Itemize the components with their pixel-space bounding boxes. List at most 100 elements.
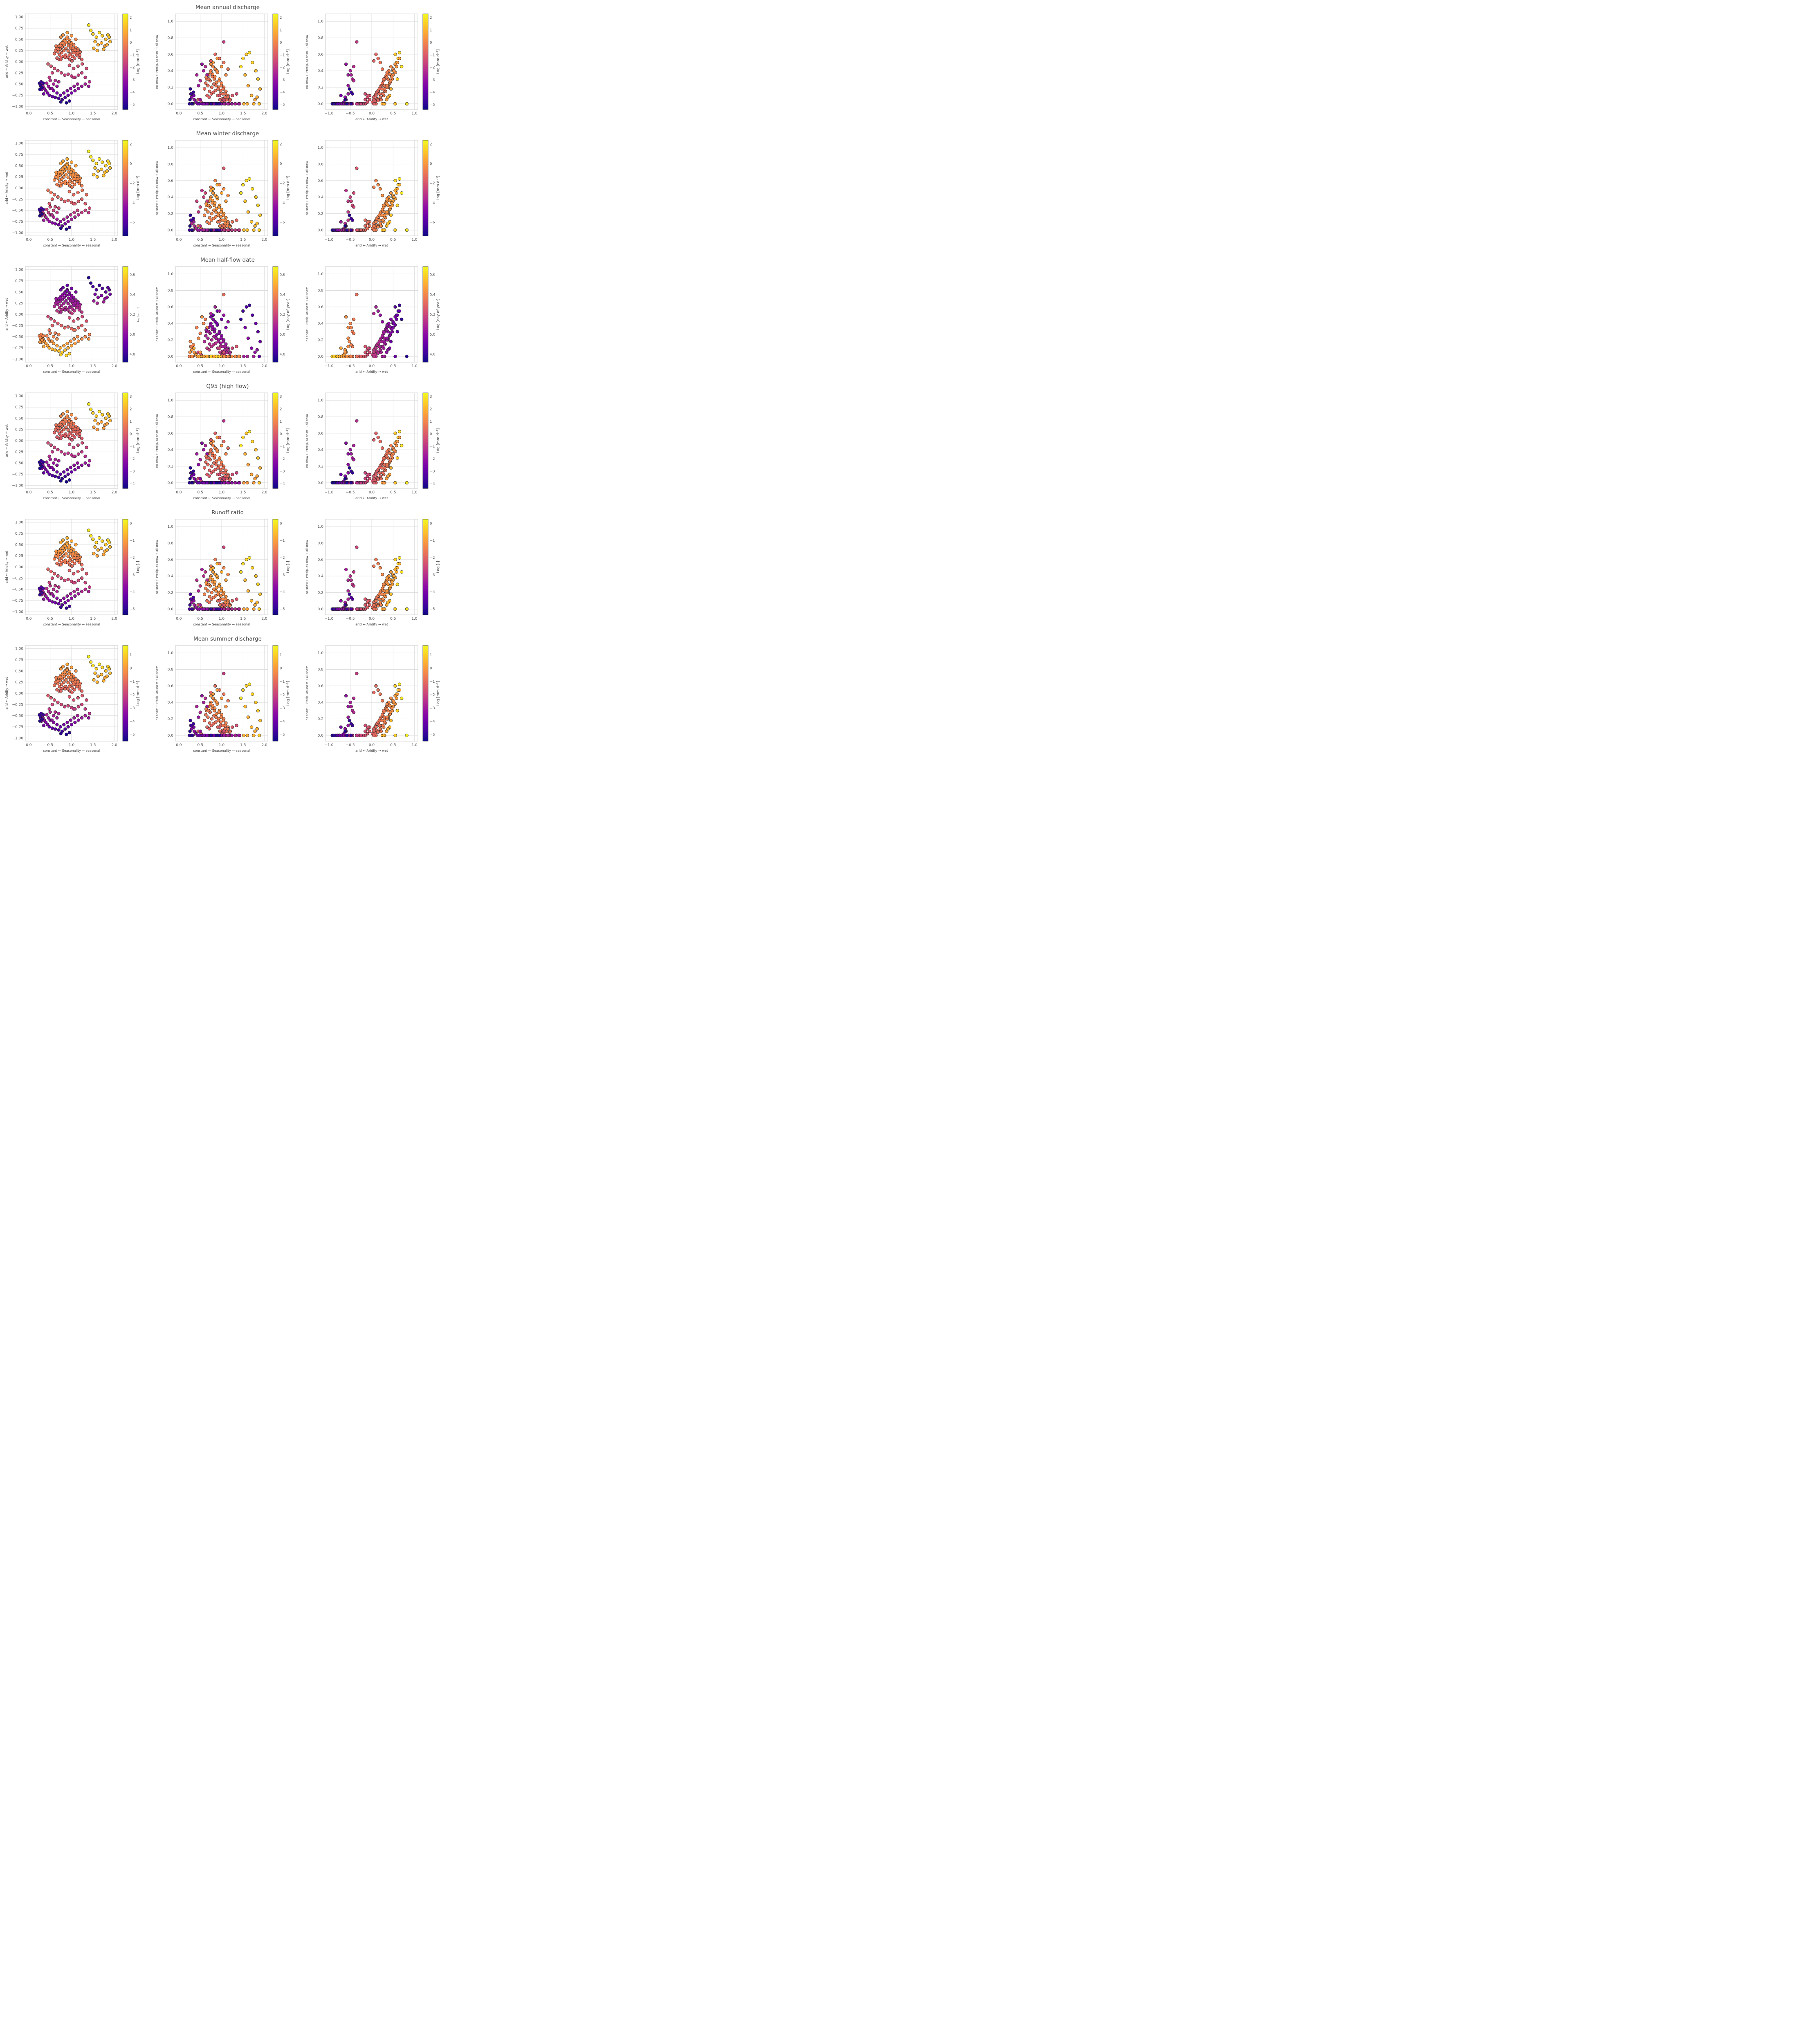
data-point xyxy=(202,213,206,217)
data-point xyxy=(91,538,95,541)
data-point xyxy=(83,707,87,711)
data-point xyxy=(45,334,49,338)
data-point xyxy=(61,41,65,45)
data-point xyxy=(101,539,104,543)
data-point xyxy=(46,188,50,192)
colorbar-tick-label: −4 xyxy=(430,590,435,594)
data-point xyxy=(87,463,91,467)
data-point xyxy=(48,457,52,462)
y-tick-label: 1.00 xyxy=(15,16,23,20)
y-tick-label: 0.8 xyxy=(318,668,324,672)
data-point xyxy=(230,481,234,485)
data-point xyxy=(214,341,218,345)
data-point xyxy=(74,301,77,305)
data-point xyxy=(393,305,397,309)
data-point xyxy=(218,435,221,439)
data-point xyxy=(378,692,382,696)
scatter-subplot-row5-col1: 0.0 0.5 1.0 1.5 2.01.000.750.500.250.00−0.25… xyxy=(5,519,140,626)
data-point xyxy=(395,204,399,207)
data-point xyxy=(52,572,56,576)
colorbar-tick-label: −4 xyxy=(130,590,135,594)
data-point xyxy=(69,592,73,596)
data-point xyxy=(250,599,254,603)
data-point xyxy=(197,463,200,466)
plot-frame xyxy=(25,519,118,615)
data-point xyxy=(219,341,223,345)
data-point xyxy=(95,175,99,179)
data-point xyxy=(390,201,394,205)
data-point xyxy=(76,452,80,456)
data-point xyxy=(56,174,60,177)
colorbar-tick-label: −4 xyxy=(430,201,435,205)
data-point xyxy=(359,607,363,611)
data-point xyxy=(100,420,103,424)
data-point xyxy=(73,562,76,565)
data-point xyxy=(91,159,95,162)
data-point xyxy=(189,592,192,596)
y-tick-label: 0.2 xyxy=(318,212,323,216)
x-tick-label: −1.0 xyxy=(324,238,333,242)
grid-lines xyxy=(175,14,268,110)
data-point xyxy=(386,222,390,225)
y-tick-label: 0.4 xyxy=(168,195,174,199)
data-point xyxy=(239,65,243,69)
data-point xyxy=(65,101,68,105)
data-point xyxy=(69,170,73,174)
data-point xyxy=(372,59,376,63)
data-point xyxy=(70,312,74,315)
data-point xyxy=(76,714,79,717)
colorbar-tick-label: 5.6 xyxy=(430,273,435,277)
data-point xyxy=(405,481,408,485)
data-point xyxy=(220,696,224,700)
data-point xyxy=(255,95,259,99)
data-point xyxy=(70,470,74,474)
x-tick-label: 0.0 xyxy=(369,238,375,242)
data-point xyxy=(215,448,219,452)
data-point xyxy=(220,65,224,69)
data-point xyxy=(343,729,347,733)
data-point xyxy=(195,326,199,329)
data-point xyxy=(377,724,381,727)
data-point xyxy=(355,481,359,485)
colorbar-tick-label: 5.0 xyxy=(130,333,135,337)
data-point xyxy=(386,601,390,604)
y-tick-label: 0.0 xyxy=(318,229,324,233)
data-point xyxy=(366,94,370,97)
data-point xyxy=(220,444,224,448)
y-tick-label: 0.6 xyxy=(168,179,174,183)
data-point xyxy=(204,581,208,585)
data-point xyxy=(73,89,77,93)
data-point xyxy=(349,578,353,582)
x-tick-label: 1.5 xyxy=(90,238,96,242)
data-point xyxy=(88,712,92,715)
data-point xyxy=(352,191,356,195)
data-point xyxy=(245,354,249,359)
data-point xyxy=(66,93,70,97)
data-point xyxy=(219,215,223,219)
data-point xyxy=(226,446,230,450)
x-axis-label: constant ← Seasonality → seasonal xyxy=(193,496,250,500)
data-point xyxy=(52,587,56,591)
data-point xyxy=(218,733,221,737)
data-point xyxy=(56,679,60,683)
data-point xyxy=(57,223,61,226)
y-tick-label: 0.0 xyxy=(168,481,174,485)
data-point xyxy=(366,220,370,224)
scatter-points xyxy=(188,40,262,106)
data-point xyxy=(74,543,78,547)
data-point xyxy=(381,81,384,85)
data-point xyxy=(200,567,204,572)
data-point xyxy=(44,594,48,598)
data-point xyxy=(190,95,193,99)
data-point xyxy=(383,213,386,217)
colorbar-tick-label: −3 xyxy=(130,573,135,577)
data-point xyxy=(222,350,226,354)
plot-frame xyxy=(25,13,118,110)
data-point xyxy=(220,191,224,195)
data-point xyxy=(368,477,371,480)
data-point xyxy=(105,169,109,173)
y-tick-label: 0.2 xyxy=(318,86,323,90)
data-point xyxy=(346,345,350,348)
scatter-subplot-row2-col3: −1.0 −0.5 0.0 0.5 1.01.00.80.60.40.20.0arid … xyxy=(305,140,440,247)
data-point xyxy=(355,354,359,359)
